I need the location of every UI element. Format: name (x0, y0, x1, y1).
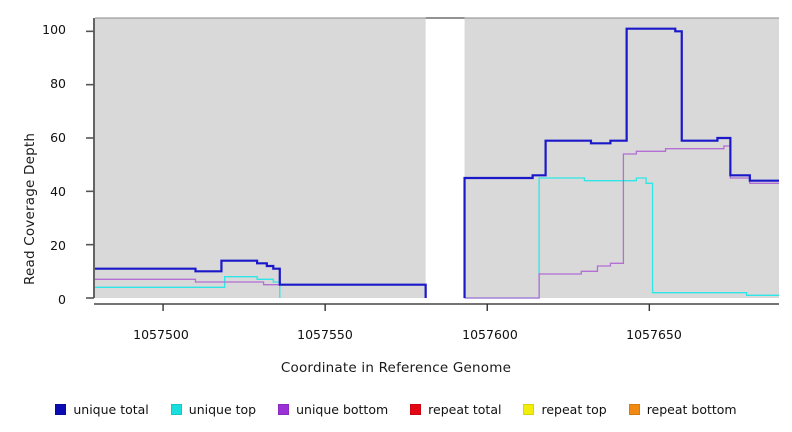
y-tick-label-80: 80 (50, 76, 66, 91)
legend-swatch-icon (410, 403, 422, 415)
legend-swatch-icon (278, 403, 290, 415)
legend-label: repeat total (428, 401, 502, 417)
x-tick-label-1057500: 1057500 (133, 327, 189, 342)
y-tick-label-100: 100 (42, 22, 66, 37)
legend-label: unique top (188, 401, 257, 417)
x-tick-label-1057650: 1057650 (626, 327, 682, 342)
legend-swatch-icon (55, 403, 67, 415)
series-unique-total (463, 27, 779, 298)
series-unique-top (95, 276, 281, 298)
legend-entry-repeat-bottom[interactable]: repeat bottom (628, 401, 737, 417)
legend-swatch-icon (523, 403, 535, 415)
x-tick-label-1057550: 1057550 (297, 327, 353, 342)
x-tick-label-1057600: 1057600 (462, 327, 518, 342)
series-unique-total (95, 259, 427, 298)
y-tick-label-60: 60 (50, 130, 66, 145)
legend-entry-repeat-total[interactable]: repeat total (410, 402, 501, 417)
plot-panel-right (464, 18, 779, 298)
y-tick-label-0: 0 (58, 292, 66, 307)
legend-swatch-icon (170, 403, 182, 415)
legend-label: repeat bottom (646, 401, 737, 417)
y-axis-title: Read Coverage Depth (22, 132, 38, 285)
plot-panel-left (95, 18, 426, 298)
x-axis-title: Coordinate in Reference Genome (280, 360, 512, 376)
legend-entry-unique-bottom[interactable]: unique bottom (278, 402, 388, 417)
legend-label: unique total (73, 401, 149, 417)
legend-entry-repeat-top[interactable]: repeat top (523, 401, 607, 417)
legend-label: repeat top (541, 401, 607, 417)
y-tick-label-20: 20 (50, 238, 66, 253)
y-tick-label-40: 40 (50, 184, 66, 199)
legend-entry-unique-total[interactable]: unique total (55, 401, 149, 417)
legend-entry-unique-top[interactable]: unique top (170, 401, 257, 417)
legend-swatch-icon (628, 403, 640, 415)
series-unique-top (464, 177, 779, 299)
legend-label: unique bottom (296, 401, 389, 417)
legend: unique total unique top unique bottom repea… (0, 398, 792, 420)
